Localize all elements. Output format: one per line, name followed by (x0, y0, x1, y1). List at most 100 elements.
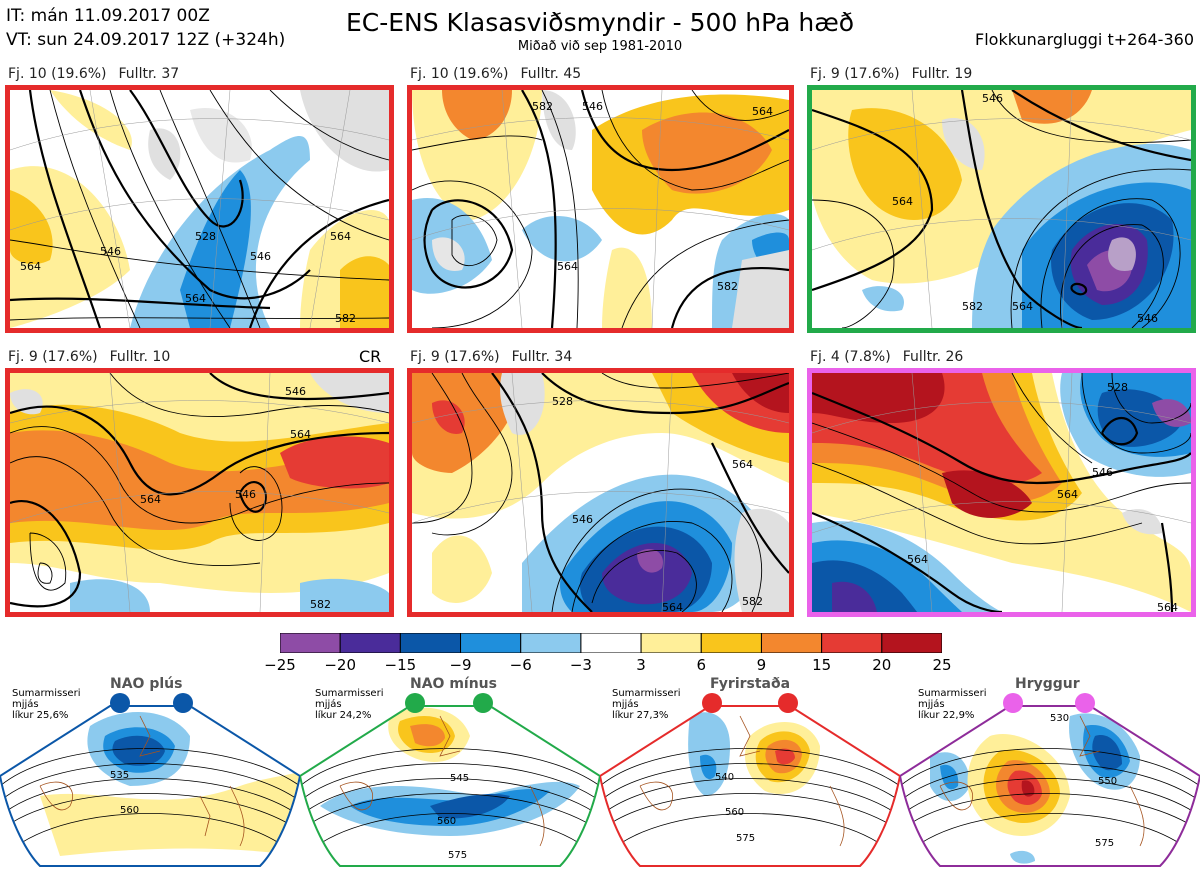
regime-ridge: Sumarmisseri mjjás líkur 22,9% Hryggur (900, 676, 1200, 871)
colorbar-tick-label: 3 (636, 656, 646, 674)
regime-3-contour-3: 575 (736, 833, 755, 844)
colorbar-swatch (881, 632, 943, 654)
cluster-map-4[interactable]: 546 564 546 564 582 (5, 368, 394, 617)
colorbar-tick-label: 20 (872, 656, 892, 674)
panel-4-label: Fj. 9 (17.6%) Fulltr. 10 (8, 349, 182, 365)
colorbar-swatch (580, 632, 642, 654)
contour-label-6-1: 528 (1107, 381, 1128, 394)
regime-2-contour-1: 545 (450, 773, 469, 784)
colorbar-swatch (339, 632, 401, 654)
colorbar-swatch (760, 632, 823, 654)
regime-4-note-line2: mjjás (918, 699, 945, 710)
colorbar-swatch (700, 632, 762, 654)
contour-label-1-5: 564 (185, 292, 206, 305)
panel-1-count: Fj. 10 (19.6%) (8, 66, 107, 82)
colorbar-tick-label: −9 (449, 656, 472, 674)
panel-3-count: Fj. 9 (17.6%) (810, 66, 900, 82)
page-title: EC-ENS Klasasviðsmyndir - 500 hPa hæð (345, 8, 855, 37)
panel-2-count: Fj. 10 (19.6%) (410, 66, 509, 82)
regime-4-contour-3: 575 (1095, 838, 1114, 849)
contour-label-3-3: 582 (962, 300, 983, 313)
colorbar-tick-label: 9 (756, 656, 767, 674)
colorbar-tick-label: −25 (264, 656, 296, 674)
colorbar-tick-label: −15 (384, 656, 417, 674)
panel-2-label: Fj. 10 (19.6%) Fulltr. 45 (410, 66, 593, 82)
regime-1-title: NAO plús (110, 676, 183, 692)
regime-2-note-line2: mjjás (315, 699, 342, 710)
regime-1-note-line2: mjjás (12, 699, 39, 710)
panel-4-count: Fj. 9 (17.6%) (8, 349, 98, 365)
colorbar-swatch (460, 632, 522, 654)
page-subtitle: Miðað við sep 1981-2010 (517, 39, 683, 54)
regime-3-map: 540 560 575 (600, 693, 900, 867)
regime-2-title: NAO mínus (410, 676, 497, 692)
contour-label-5-4: 564 (662, 601, 683, 612)
contour-label-4-4: 564 (140, 493, 161, 506)
cluster-map-5-graphic: 528 564 546 564 582 (412, 373, 789, 612)
regime-nao-minus: Sumarmisseri mjjás líkur 24,2% NAO mínus (300, 676, 600, 871)
colorbar-swatch (640, 632, 702, 654)
regime-4-note-line1: Sumarmisseri (918, 688, 987, 699)
contour-label-5-1: 528 (552, 395, 573, 408)
contour-label-1-3: 546 (250, 250, 271, 263)
panel-4-tag: CR (359, 347, 382, 366)
cluster-map-2[interactable]: 546 564 564 582 582 (407, 85, 794, 333)
regime-4-map: 530 550 575 (900, 693, 1200, 867)
regime-1-contour-2: 560 (120, 805, 139, 816)
cluster-map-1[interactable]: 546 528 546 564 564 564 582 (5, 85, 394, 333)
regime-4-contour-1: 530 (1050, 713, 1069, 724)
regime-3-note-line1: Sumarmisseri (612, 688, 681, 699)
colorbar-swatch (399, 632, 462, 654)
colorbar-swatch (821, 632, 883, 654)
colorbar-tick-label: −20 (324, 656, 356, 674)
panel-6-count: Fj. 4 (7.8%) (810, 349, 891, 365)
contour-label-5-2: 564 (732, 458, 753, 471)
contour-label-5-5: 582 (742, 595, 763, 608)
colorbar-tick-label: 25 (932, 656, 952, 674)
colorbar-swatch (520, 632, 582, 654)
regime-2-contour-2: 560 (437, 816, 456, 827)
regime-2-contour-3: 575 (448, 850, 467, 861)
regime-blocking: Sumarmisseri mjjás líkur 27,3% Fyrirstað… (600, 676, 900, 871)
contour-label-3-4: 564 (1012, 300, 1033, 313)
regime-1-note-line1: Sumarmisseri (12, 688, 81, 699)
regime-3-title: Fyrirstaða (710, 676, 791, 692)
contour-label-2-1: 546 (582, 100, 603, 113)
colorbar-tick-label: 15 (812, 656, 832, 674)
regime-4-contour-2: 550 (1098, 776, 1117, 787)
contour-label-6-5: 564 (1157, 601, 1178, 612)
regime-4-note-line3: líkur 22,9% (918, 710, 975, 721)
colorbar-swatch (279, 632, 341, 654)
contour-label-2-3: 564 (557, 260, 578, 273)
regime-2-note-line3: líkur 24,2% (315, 710, 372, 721)
header-info: IT: mán 11.09.2017 00Z VT: sun 24.09.201… (6, 4, 285, 52)
contour-label-2-2: 564 (752, 105, 773, 118)
contour-label-1-4: 564 (330, 230, 351, 243)
contour-label-5-3: 546 (572, 513, 593, 526)
cluster-map-3-graphic: 564 546 582 564 546 (812, 90, 1191, 328)
contour-label-4-1: 546 (285, 385, 306, 398)
panel-5-label: Fj. 9 (17.6%) Fulltr. 34 (410, 349, 584, 365)
contour-label-6-4: 564 (907, 553, 928, 566)
contour-label-1-6: 564 (20, 260, 41, 273)
cluster-map-3[interactable]: 564 546 582 564 546 (807, 85, 1196, 333)
contour-label-2-4: 582 (717, 280, 738, 293)
panel-2-rep: Fulltr. 45 (520, 66, 582, 82)
regime-4-note: Sumarmisseri mjjás líkur 22,9% (918, 688, 986, 721)
issue-time: IT: mán 11.09.2017 00Z (6, 6, 210, 26)
contour-label-4-5: 582 (310, 598, 331, 611)
panel-1-label: Fj. 10 (19.6%) Fulltr. 37 (8, 66, 191, 82)
regime-2-note: Sumarmisseri mjjás líkur 24,2% (315, 688, 383, 721)
regime-3-note-line3: líkur 27,3% (612, 710, 669, 721)
contour-label-1-2: 528 (195, 230, 216, 243)
classification-window: Flokkunargluggi t+264-360 (975, 30, 1194, 49)
cluster-map-4-graphic: 546 564 546 564 582 (10, 373, 389, 612)
panel-4-rep: Fulltr. 10 (109, 349, 171, 365)
regime-4-title: Hryggur (1015, 676, 1080, 692)
contour-label-1-1: 546 (100, 245, 121, 258)
cluster-map-5[interactable]: 528 564 546 564 582 (407, 368, 794, 617)
panel-1-rep: Fulltr. 37 (118, 66, 180, 82)
cluster-map-6[interactable]: 528 564 546 564 564 (807, 368, 1196, 617)
regime-3-contour-1: 540 (715, 772, 734, 783)
colorbar-tick-label: −3 (569, 656, 592, 674)
